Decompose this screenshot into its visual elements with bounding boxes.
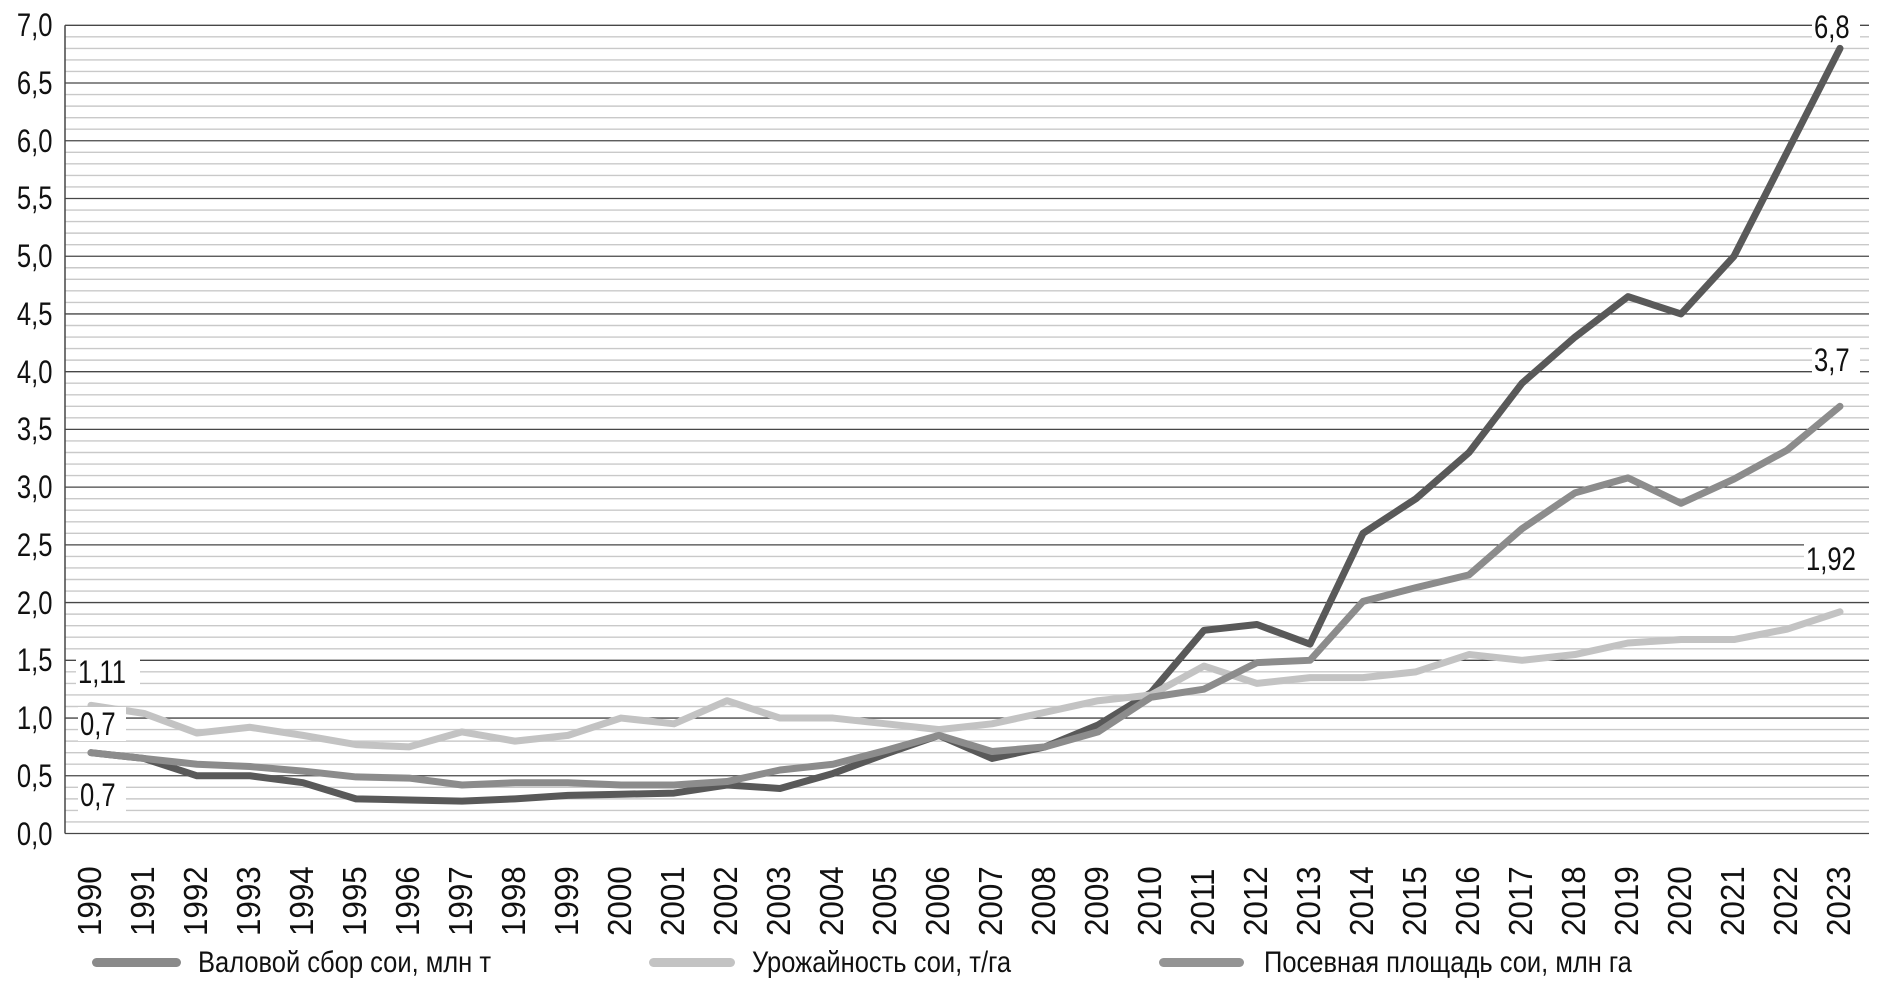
x-tick-2011: 2011 <box>1184 868 1221 936</box>
x-tick-2010: 2010 <box>1131 866 1168 936</box>
y-tick-7,0: 7,0 <box>16 7 52 44</box>
x-tick-1995: 1995 <box>336 866 373 936</box>
x-tick-2020: 2020 <box>1661 866 1698 936</box>
data-label-harvest-1990: 0,7 <box>78 778 127 812</box>
y-tick-0,0: 0,0 <box>16 815 52 852</box>
series-line-0 <box>87 44 1844 805</box>
y-tick-3,5: 3,5 <box>16 411 52 448</box>
x-tick-2016: 2016 <box>1449 866 1486 936</box>
y-tick-6,5: 6,5 <box>16 65 52 102</box>
data-label-yield-1990: 1,11 <box>76 655 140 689</box>
x-tick-1993: 1993 <box>230 866 267 936</box>
x-tick-2005: 2005 <box>866 866 903 936</box>
x-tick-2014: 2014 <box>1343 866 1380 936</box>
data-series-lines <box>87 44 1844 805</box>
y-tick-2,5: 2,5 <box>16 526 52 563</box>
data-label-area-2023: 3,7 <box>1812 343 1861 377</box>
minor-gridlines <box>65 36 1869 823</box>
legend-swatch-yield <box>649 958 735 967</box>
x-tick-1994: 1994 <box>283 866 320 936</box>
x-tick-2018: 2018 <box>1555 866 1592 936</box>
x-tick-2007: 2007 <box>972 866 1009 936</box>
x-tick-1990: 1990 <box>71 866 108 936</box>
data-label-harvest-2023: 6,8 <box>1812 10 1861 44</box>
legend-swatch-gross-harvest <box>92 958 181 967</box>
x-tick-2012: 2012 <box>1237 866 1274 936</box>
y-tick-2,0: 2,0 <box>16 584 52 621</box>
legend-label-sown-area: Посевная площадь сои, млн га <box>1264 946 1632 979</box>
x-tick-2022: 2022 <box>1767 866 1804 936</box>
x-tick-2019: 2019 <box>1608 866 1645 936</box>
x-tick-2001: 2001 <box>654 866 691 936</box>
legend-swatch-sown-area <box>1159 958 1244 967</box>
data-label-area-1990: 0,7 <box>78 707 127 741</box>
x-tick-1997: 1997 <box>442 866 479 936</box>
y-tick-6,0: 6,0 <box>16 122 52 159</box>
series-line-2 <box>87 402 1844 789</box>
x-tick-2015: 2015 <box>1396 866 1433 936</box>
y-tick-1,0: 1,0 <box>16 700 52 737</box>
series-line-1 <box>87 608 1844 751</box>
x-tick-2023: 2023 <box>1820 866 1857 936</box>
x-tick-2003: 2003 <box>760 866 797 936</box>
x-tick-2013: 2013 <box>1290 866 1327 936</box>
x-tick-2021: 2021 <box>1714 866 1751 936</box>
x-tick-1999: 1999 <box>548 866 585 936</box>
y-tick-0,5: 0,5 <box>16 757 52 794</box>
x-tick-2006: 2006 <box>919 866 956 936</box>
x-tick-2009: 2009 <box>1078 866 1115 936</box>
x-tick-2004: 2004 <box>813 866 850 936</box>
y-tick-3,0: 3,0 <box>16 469 52 506</box>
y-tick-4,0: 4,0 <box>16 353 52 390</box>
legend-label-yield: Урожайность сои, т/га <box>752 946 1011 979</box>
data-label-yield-2023: 1,92 <box>1804 542 1871 576</box>
x-tick-2000: 2000 <box>601 866 638 936</box>
x-tick-2008: 2008 <box>1025 866 1062 936</box>
x-tick-2017: 2017 <box>1502 866 1539 936</box>
x-tick-2002: 2002 <box>707 866 744 936</box>
x-tick-1991: 1991 <box>124 866 161 936</box>
x-tick-1996: 1996 <box>389 866 426 936</box>
y-tick-4,5: 4,5 <box>16 295 52 332</box>
x-tick-1998: 1998 <box>495 866 532 936</box>
x-tick-1992: 1992 <box>177 866 214 936</box>
y-tick-5,0: 5,0 <box>16 238 52 275</box>
legend-label-gross-harvest: Валовой сбор сои, млн т <box>198 946 492 979</box>
major-gridlines <box>65 24 1869 835</box>
y-tick-5,5: 5,5 <box>16 180 52 217</box>
y-tick-1,5: 1,5 <box>16 642 52 679</box>
